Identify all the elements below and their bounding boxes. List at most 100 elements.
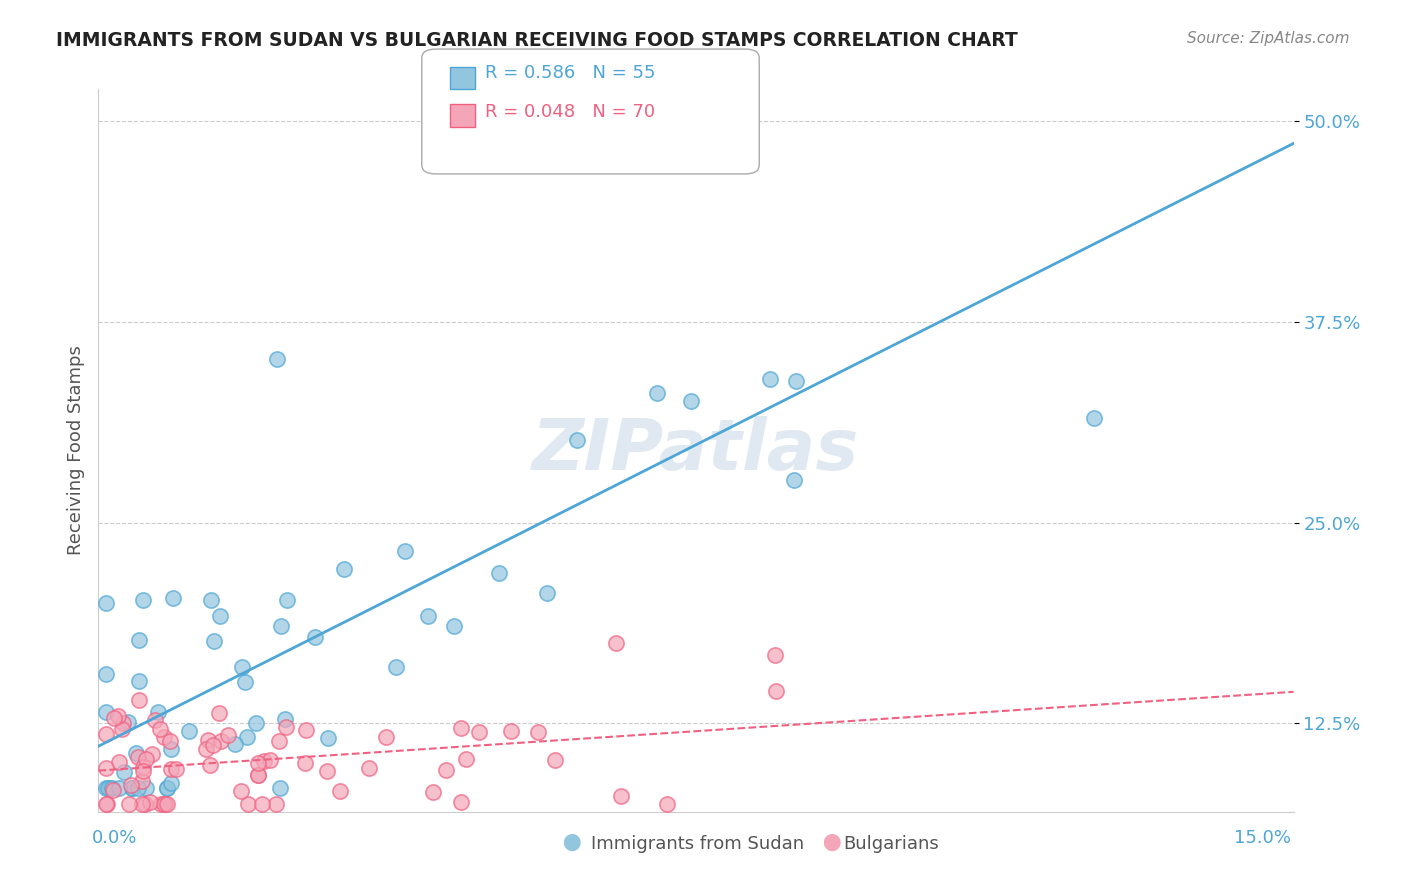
Point (229, 783, 252, 797)
Point (329, 783, 352, 797)
Point (252, 754, 274, 768)
Point (112, 765, 135, 780)
Point (128, 673, 150, 688)
Point (610, 789, 633, 804)
Point (536, 586, 558, 600)
Point (450, 721, 472, 735)
Point (96, 596, 118, 610)
Point (488, 566, 510, 580)
Point (655, 797, 678, 811)
Point (499, 724, 522, 739)
Point (224, 737, 246, 751)
Point (96, 761, 118, 775)
Point (527, 725, 550, 739)
Point (118, 797, 141, 811)
Point (209, 733, 232, 747)
Point (111, 722, 134, 736)
Y-axis label: Receiving Food Stamps: Receiving Food Stamps (66, 345, 84, 556)
Point (238, 797, 260, 811)
Point (153, 797, 176, 811)
Point (247, 768, 270, 782)
Point (149, 797, 172, 811)
Point (159, 734, 181, 748)
Point (454, 751, 477, 765)
Point (165, 762, 187, 776)
Point (107, 756, 129, 770)
Point (422, 785, 444, 799)
Point (201, 738, 224, 752)
Point (162, 591, 184, 606)
Point (259, 752, 281, 766)
Point (107, 709, 129, 723)
Point (160, 762, 183, 776)
Point (246, 768, 269, 782)
Point (231, 660, 253, 674)
Point (96, 705, 118, 719)
Point (332, 562, 354, 576)
Point (159, 776, 181, 790)
Text: 15.0%: 15.0% (1233, 829, 1291, 847)
Point (276, 592, 298, 607)
Point (159, 741, 181, 756)
Point (1083, 411, 1105, 425)
Point (103, 782, 125, 797)
Point (131, 760, 153, 774)
Point (245, 716, 267, 731)
Point (128, 693, 150, 707)
Point (96, 797, 118, 811)
Point (274, 720, 297, 734)
Point (127, 750, 149, 764)
Point (200, 593, 222, 607)
Point (141, 747, 163, 761)
Point (149, 722, 172, 736)
Point (128, 632, 150, 647)
Point (132, 592, 155, 607)
Point (247, 756, 270, 770)
Point (543, 753, 565, 767)
Point (194, 742, 217, 756)
Point (765, 684, 787, 698)
Point (605, 636, 627, 650)
Point (131, 797, 153, 811)
Point (101, 780, 124, 795)
Point (121, 780, 143, 795)
Point (121, 780, 143, 795)
Point (135, 780, 157, 795)
Point (139, 795, 162, 809)
Point (264, 797, 287, 811)
Point (156, 780, 179, 795)
Point (763, 648, 786, 662)
Point (97, 780, 120, 795)
Point (295, 723, 318, 738)
Point (98, 780, 121, 795)
Point (197, 732, 219, 747)
Point (645, 386, 668, 401)
Point (468, 725, 491, 739)
Text: IMMIGRANTS FROM SUDAN VS BULGARIAN RECEIVING FOOD STAMPS CORRELATION CHART: IMMIGRANTS FROM SUDAN VS BULGARIAN RECEI… (56, 31, 1018, 50)
Point (153, 797, 176, 811)
Point (434, 763, 457, 777)
Point (359, 761, 381, 775)
Point (96, 797, 118, 811)
Point (384, 660, 406, 674)
Text: Bulgarians: Bulgarians (844, 835, 939, 853)
Text: ⬤: ⬤ (562, 833, 581, 851)
Point (131, 773, 153, 788)
Point (179, 723, 201, 738)
Point (108, 780, 131, 795)
Point (450, 795, 472, 809)
Point (120, 778, 142, 792)
Point (266, 352, 288, 367)
Point (270, 619, 292, 633)
Point (117, 714, 139, 729)
Point (759, 372, 782, 386)
Point (156, 797, 179, 811)
Point (153, 730, 176, 744)
Point (316, 764, 339, 778)
Point (146, 706, 169, 720)
Point (294, 756, 316, 770)
Point (145, 713, 167, 727)
Point (374, 731, 396, 745)
Point (127, 780, 149, 795)
Point (103, 711, 125, 725)
